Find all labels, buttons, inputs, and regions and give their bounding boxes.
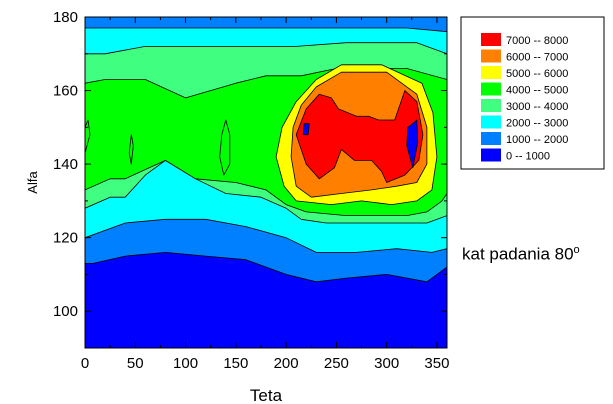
axes: 0 50 100 150 200 250 300 350 100 120 140 160 180 Teta… [25,9,449,404]
contour-band [85,119,91,154]
chart-annotation: kat padania 80o [462,244,580,264]
x-tick-label: 300 [374,355,399,372]
x-axis-label: Teta [250,386,283,404]
contour-band [219,119,231,176]
legend-label: 3000 -- 4000 [506,101,568,113]
legend-swatch [481,148,501,162]
legend-swatch [481,115,501,129]
legend-label: 1000 -- 2000 [506,134,568,146]
legend-swatch [481,82,501,96]
y-tick-label: 100 [53,303,78,320]
y-tick-label: 180 [53,9,78,26]
y-tick-label: 160 [53,83,78,100]
x-tick-label: 200 [274,355,299,372]
legend-swatch [481,49,501,63]
legend-swatch [481,132,501,145]
contour-band [406,119,419,169]
legend-label: 0 -- 1000 [506,151,550,163]
contour-band [302,123,310,136]
x-tick-label: 250 [324,355,349,372]
x-tick-label: 150 [223,355,248,372]
x-tick-label: 100 [173,355,198,372]
x-tick-label: 350 [424,355,449,372]
contour-band [128,134,134,165]
plot-area [85,17,447,348]
legend-label: 7000 -- 8000 [506,35,568,47]
y-tick-label: 120 [53,230,78,247]
legend-label: 2000 -- 3000 [506,118,568,130]
x-tick-label: 0 [81,355,89,372]
legend-swatch [481,99,501,112]
legend-swatch [481,66,501,79]
legend-label: 6000 -- 7000 [506,52,568,64]
y-tick-label: 140 [53,156,78,173]
plot-frame [84,16,448,349]
x-tick-label: 50 [127,355,144,372]
legend-label: 5000 -- 6000 [506,68,568,80]
contour-band [295,90,424,183]
legend: 7000 -- 8000 6000 -- 7000 5000 -- 6000 4000… [460,16,605,170]
legend-swatch [481,33,501,46]
legend-label: 4000 -- 5000 [506,85,568,97]
y-axis-label: Alfa [25,171,40,194]
